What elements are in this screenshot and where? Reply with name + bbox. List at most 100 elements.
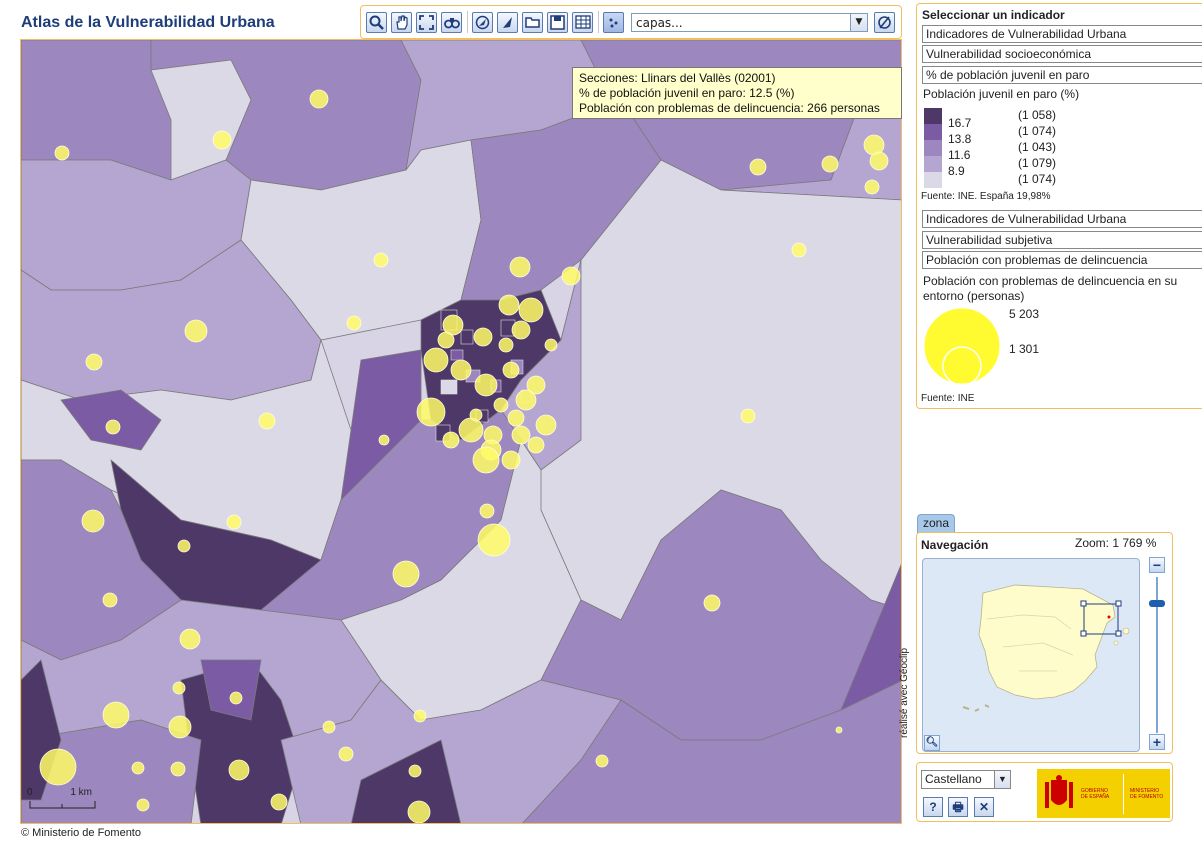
crime-population-bubble[interactable] [378, 434, 390, 446]
census-section[interactable] [200, 659, 262, 721]
crime-population-bubble[interactable] [473, 327, 493, 347]
map-canvas[interactable] [20, 39, 902, 824]
crime-population-bubble[interactable] [258, 412, 276, 430]
crime-population-bubble[interactable] [413, 709, 427, 723]
crime-population-bubble[interactable] [703, 594, 721, 612]
save-icon[interactable] [547, 11, 568, 33]
crime-population-bubble[interactable] [442, 431, 460, 449]
crime-population-bubble[interactable] [595, 754, 609, 768]
indicator2-select[interactable]: Población con problemas de delincuencia [922, 251, 1202, 269]
census-section[interactable] [840, 560, 902, 711]
crime-population-bubble[interactable] [179, 628, 201, 650]
crime-population-bubble[interactable] [561, 266, 581, 286]
census-section[interactable] [521, 680, 902, 824]
crime-population-bubble[interactable] [416, 397, 446, 427]
crime-population-bubble[interactable] [526, 375, 546, 395]
indicator2-sub-select[interactable]: Vulnerabilidad subjetiva [922, 231, 1202, 249]
crime-population-bubble[interactable] [212, 130, 232, 150]
tab-zona[interactable]: zona [917, 514, 955, 533]
crime-population-bubble[interactable] [309, 89, 329, 109]
crime-population-bubble[interactable] [226, 514, 242, 530]
crime-population-bubble[interactable] [544, 338, 558, 352]
crime-population-bubble[interactable] [423, 347, 449, 373]
census-section[interactable] [460, 329, 474, 345]
crime-population-bubble[interactable] [229, 691, 243, 705]
crime-population-bubble[interactable] [869, 151, 889, 171]
zoom-slider-handle[interactable] [1149, 600, 1165, 607]
crime-population-bubble[interactable] [39, 748, 77, 786]
binoculars-icon[interactable] [441, 11, 462, 33]
crime-population-bubble[interactable] [437, 331, 455, 349]
census-section[interactable] [450, 349, 464, 361]
crime-population-bubble[interactable] [527, 436, 545, 454]
crime-population-bubble[interactable] [498, 294, 520, 316]
crime-population-bubble[interactable] [184, 319, 208, 343]
crime-population-bubble[interactable] [740, 408, 756, 424]
crime-population-bubble[interactable] [749, 158, 767, 176]
crime-population-bubble[interactable] [105, 419, 121, 435]
language-select[interactable]: Castellano ▼ [921, 770, 1011, 789]
points-layer-icon[interactable] [603, 11, 624, 33]
crime-population-bubble[interactable] [102, 701, 130, 729]
choropleth-map[interactable] [21, 40, 902, 824]
crime-population-bubble[interactable] [322, 720, 336, 734]
indicator1-sub-select[interactable]: Vulnerabilidad socioeconómica [922, 45, 1202, 63]
search-icon[interactable] [366, 11, 387, 33]
zoom-slider-track[interactable] [1156, 577, 1158, 733]
crime-population-bubble[interactable] [54, 145, 70, 161]
crime-population-bubble[interactable] [474, 373, 498, 397]
crime-population-bubble[interactable] [407, 800, 431, 823]
crime-population-bubble[interactable] [507, 409, 525, 427]
crime-population-bubble[interactable] [511, 320, 531, 340]
crime-population-bubble[interactable] [518, 297, 544, 323]
crime-population-bubble[interactable] [469, 408, 483, 422]
crime-population-bubble[interactable] [442, 314, 464, 336]
crime-population-bubble[interactable] [458, 417, 484, 443]
crime-population-bubble[interactable] [373, 252, 389, 268]
crime-population-bubble[interactable] [170, 761, 186, 777]
census-section[interactable] [21, 719, 202, 824]
open-folder-icon[interactable] [522, 11, 543, 33]
crime-population-bubble[interactable] [502, 361, 520, 379]
zoom-in-icon[interactable] [472, 11, 493, 33]
crime-population-bubble[interactable] [408, 764, 422, 778]
crime-population-bubble[interactable] [168, 715, 192, 739]
crime-population-bubble[interactable] [392, 560, 420, 588]
crime-population-bubble[interactable] [270, 793, 288, 811]
crime-population-bubble[interactable] [493, 397, 509, 413]
crime-population-bubble[interactable] [177, 539, 191, 553]
zoom-out-icon[interactable] [497, 11, 518, 33]
crime-population-bubble[interactable] [472, 446, 500, 474]
crime-population-bubble[interactable] [515, 389, 537, 411]
indicator1-select[interactable]: % de población juvenil en paro [922, 66, 1202, 84]
crime-population-bubble[interactable] [477, 523, 511, 557]
zoom-out-button[interactable]: − [1149, 557, 1165, 573]
crime-population-bubble[interactable] [498, 337, 514, 353]
crime-population-bubble[interactable] [131, 761, 145, 775]
print-button[interactable]: 🖶 [948, 797, 968, 817]
crime-population-bubble[interactable] [346, 315, 362, 331]
crime-population-bubble[interactable] [509, 256, 531, 278]
crime-population-bubble[interactable] [864, 179, 880, 195]
pan-hand-icon[interactable] [391, 11, 412, 33]
crime-population-bubble[interactable] [81, 509, 105, 533]
crime-population-bubble[interactable] [172, 681, 186, 695]
overview-search-icon[interactable]: 🔍︎ [924, 735, 940, 751]
crime-population-bubble[interactable] [450, 359, 472, 381]
indicator1-group-select[interactable]: Indicadores de Vulnerabilidad Urbana [922, 25, 1202, 43]
crime-population-bubble[interactable] [791, 242, 807, 258]
crime-population-bubble[interactable] [136, 798, 150, 812]
clear-icon[interactable] [874, 11, 895, 33]
census-section[interactable] [440, 379, 458, 395]
overview-map[interactable]: 🔍︎ [922, 558, 1140, 752]
crime-population-bubble[interactable] [228, 759, 250, 781]
crime-population-bubble[interactable] [511, 425, 531, 445]
crime-population-bubble[interactable] [102, 592, 118, 608]
indicator2-group-select[interactable]: Indicadores de Vulnerabilidad Urbana [922, 210, 1202, 228]
crime-population-bubble[interactable] [479, 503, 495, 519]
help-button[interactable]: ? [923, 797, 943, 817]
crime-population-bubble[interactable] [821, 155, 839, 173]
crime-population-bubble[interactable] [835, 726, 843, 734]
full-extent-icon[interactable] [416, 11, 437, 33]
crime-population-bubble[interactable] [535, 414, 557, 436]
